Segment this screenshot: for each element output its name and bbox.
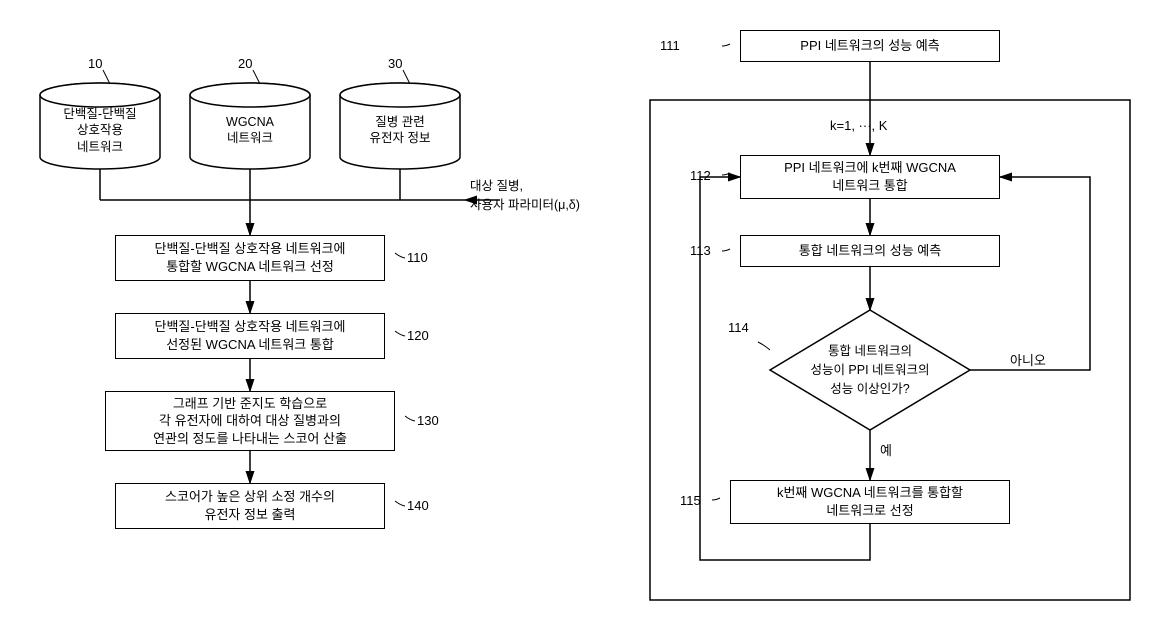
step-111-num: 111 — [660, 38, 680, 53]
step-140-num: 140 — [407, 498, 429, 513]
step-120-num: 120 — [407, 328, 429, 343]
decision-114-num: 114 — [728, 320, 749, 335]
step-120: 단백질-단백질 상호작용 네트워크에 선정된 WGCNA 네트워크 통합 — [115, 313, 385, 359]
yes-label: 예 — [880, 440, 892, 459]
cyl-10-text: 단백질-단백질 상호작용 네트워크 — [40, 106, 160, 155]
step-140: 스코어가 높은 상위 소정 개수의 유전자 정보 출력 — [115, 483, 385, 529]
step-130: 그래프 기반 준지도 학습으로 각 유전자에 대하여 대상 질병과의 연관의 정… — [105, 391, 395, 451]
step-113: 통합 네트워크의 성능 예측 — [740, 235, 1000, 267]
step-130-num: 130 — [417, 413, 439, 428]
no-label: 아니오 — [1010, 350, 1046, 369]
step-111: PPI 네트워크의 성능 예측 — [740, 30, 1000, 62]
step-113-num: 113 — [690, 243, 711, 258]
step-112-num: 112 — [690, 168, 711, 183]
decision-114-text: 통합 네트워크의 성능이 PPI 네트워크의 성능 이상인가? — [800, 340, 940, 397]
step-110-num: 110 — [407, 250, 428, 265]
cyl-30-num: 30 — [388, 56, 402, 71]
cyl-20-text: WGCNA 네트워크 — [190, 114, 310, 147]
step-112: PPI 네트워크에 k번째 WGCNA 네트워크 통합 — [740, 155, 1000, 199]
step-115: k번째 WGCNA 네트워크를 통합할 네트워크로 선정 — [730, 480, 1010, 524]
side-input-label: 대상 질병, 사용자 파라미터(μ,δ) — [470, 175, 580, 213]
step-115-num: 115 — [680, 493, 701, 508]
cyl-20-num: 20 — [238, 56, 252, 71]
cyl-30-text: 질병 관련 유전자 정보 — [340, 114, 460, 147]
cyl-10-num: 10 — [88, 56, 102, 71]
step-110: 단백질-단백질 상호작용 네트워크에 통합할 WGCNA 네트워크 선정 — [115, 235, 385, 281]
iter-label: k=1, ···, K — [830, 118, 887, 133]
